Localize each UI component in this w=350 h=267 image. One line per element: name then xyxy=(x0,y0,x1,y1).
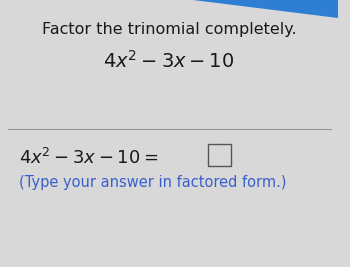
Polygon shape xyxy=(193,0,338,18)
Text: $4x^2 - 3x - 10$: $4x^2 - 3x - 10$ xyxy=(104,50,235,72)
Text: (Type your answer in factored form.): (Type your answer in factored form.) xyxy=(19,175,287,190)
Text: Factor the trinomial completely.: Factor the trinomial completely. xyxy=(42,22,296,37)
Text: $4x^2 - 3x - 10 =$: $4x^2 - 3x - 10 =$ xyxy=(19,147,159,168)
FancyBboxPatch shape xyxy=(208,144,231,167)
